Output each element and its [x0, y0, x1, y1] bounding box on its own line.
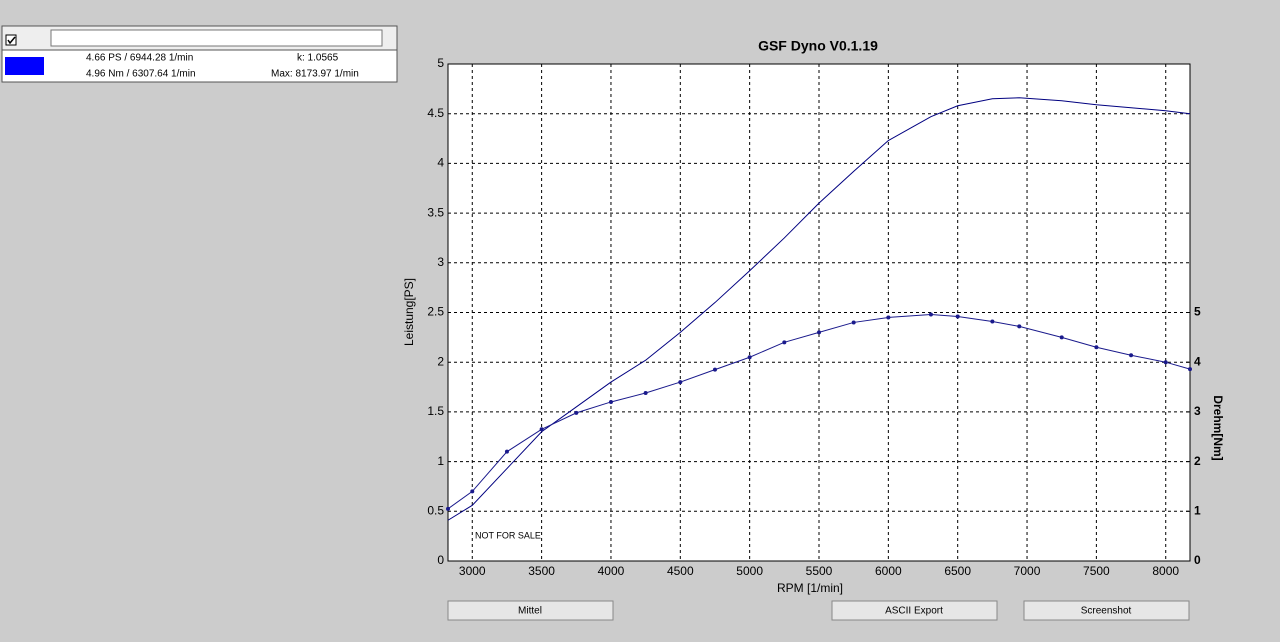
- x-tick-label: 5500: [806, 564, 833, 578]
- data-point: [643, 391, 648, 396]
- y2-tick-label: 2: [1194, 454, 1201, 468]
- data-point: [1163, 360, 1168, 365]
- x-tick-label: 5000: [736, 564, 763, 578]
- y2-tick-label: 1: [1194, 503, 1201, 517]
- y-tick-label: 3: [437, 255, 444, 269]
- y-tick-label: 0.5: [427, 503, 444, 517]
- y-tick-label: 4.5: [427, 106, 444, 120]
- check-mark: [7, 36, 16, 45]
- x-tick-label: 8000: [1152, 564, 1179, 578]
- data-point: [1188, 367, 1192, 372]
- x-tick-label: 3500: [528, 564, 555, 578]
- x-tick-label: 4500: [667, 564, 694, 578]
- y-tick-label: 1: [437, 454, 444, 468]
- data-point: [928, 312, 933, 317]
- y2-tick-label: 5: [1194, 305, 1201, 319]
- text-field[interactable]: [50, 29, 383, 47]
- annotation: NOT FOR SALE: [475, 530, 541, 540]
- data-point: [747, 355, 752, 360]
- max-rpm: Max: 8173.97 1/min: [271, 69, 359, 80]
- data-point: [1129, 353, 1134, 358]
- data-point: [539, 427, 544, 432]
- button-frame[interactable]: [447, 600, 614, 621]
- data-point: [1059, 335, 1064, 340]
- data-point: [817, 330, 821, 335]
- y2-axis-label: Drehm[Nm]: [1211, 395, 1225, 460]
- button-label[interactable]: Screenshot: [1081, 606, 1132, 617]
- data-point: [886, 315, 891, 320]
- x-tick-label: 6000: [875, 564, 902, 578]
- y-tick-label: 1.5: [427, 404, 444, 418]
- y-tick-label: 2: [437, 354, 444, 368]
- button-frame[interactable]: [1023, 600, 1190, 621]
- data-point: [1017, 324, 1022, 329]
- torque-readout: 4.96 Nm / 6307.64 1/min: [86, 69, 196, 80]
- data-point: [446, 506, 450, 511]
- y-tick-label: 3.5: [427, 205, 444, 219]
- button[interactable]: Screenshot: [1023, 600, 1190, 621]
- data-point: [990, 319, 995, 324]
- x-tick-label: 6500: [944, 564, 971, 578]
- power-readout: 4.66 PS / 6944.28 1/min: [86, 53, 193, 64]
- series-line: [447, 97, 1191, 521]
- data-point: [470, 489, 475, 494]
- data-point: [851, 320, 856, 325]
- y2-tick-label: 3: [1194, 404, 1201, 418]
- y-tick-label: 0: [437, 553, 444, 567]
- data-point: [574, 410, 579, 415]
- color-swatch[interactable]: [5, 57, 44, 75]
- data-point: [955, 314, 960, 319]
- button-label[interactable]: Mittel: [518, 606, 542, 617]
- k-factor: k: 1.0565: [297, 53, 339, 64]
- data-point: [504, 449, 509, 454]
- y-axis-label: Leistung[PS]: [402, 278, 416, 346]
- y-tick-label: 5: [437, 56, 444, 70]
- data-point: [1094, 345, 1099, 350]
- y-tick-label: 2.5: [427, 305, 444, 319]
- checkbox[interactable]: [5, 34, 17, 46]
- button-label[interactable]: ASCII Export: [885, 606, 943, 617]
- data-point: [608, 399, 613, 404]
- data-point: [712, 367, 717, 372]
- button[interactable]: ASCII Export: [831, 600, 998, 621]
- x-tick-label: 7500: [1083, 564, 1110, 578]
- button-frame[interactable]: [831, 600, 998, 621]
- x-axis-label: RPM [1/min]: [777, 581, 843, 595]
- button[interactable]: Mittel: [447, 600, 614, 621]
- y2-tick-label: 0: [1194, 553, 1201, 567]
- x-tick-label: 7000: [1014, 564, 1041, 578]
- x-tick-label: 4000: [598, 564, 625, 578]
- x-tick-label: 3000: [459, 564, 486, 578]
- y2-tick-label: 4: [1194, 354, 1201, 368]
- y-tick-label: 4: [437, 156, 444, 170]
- data-point: [678, 380, 683, 385]
- data-point: [782, 340, 787, 345]
- chart-title: GSF Dyno V0.1.19: [758, 38, 878, 54]
